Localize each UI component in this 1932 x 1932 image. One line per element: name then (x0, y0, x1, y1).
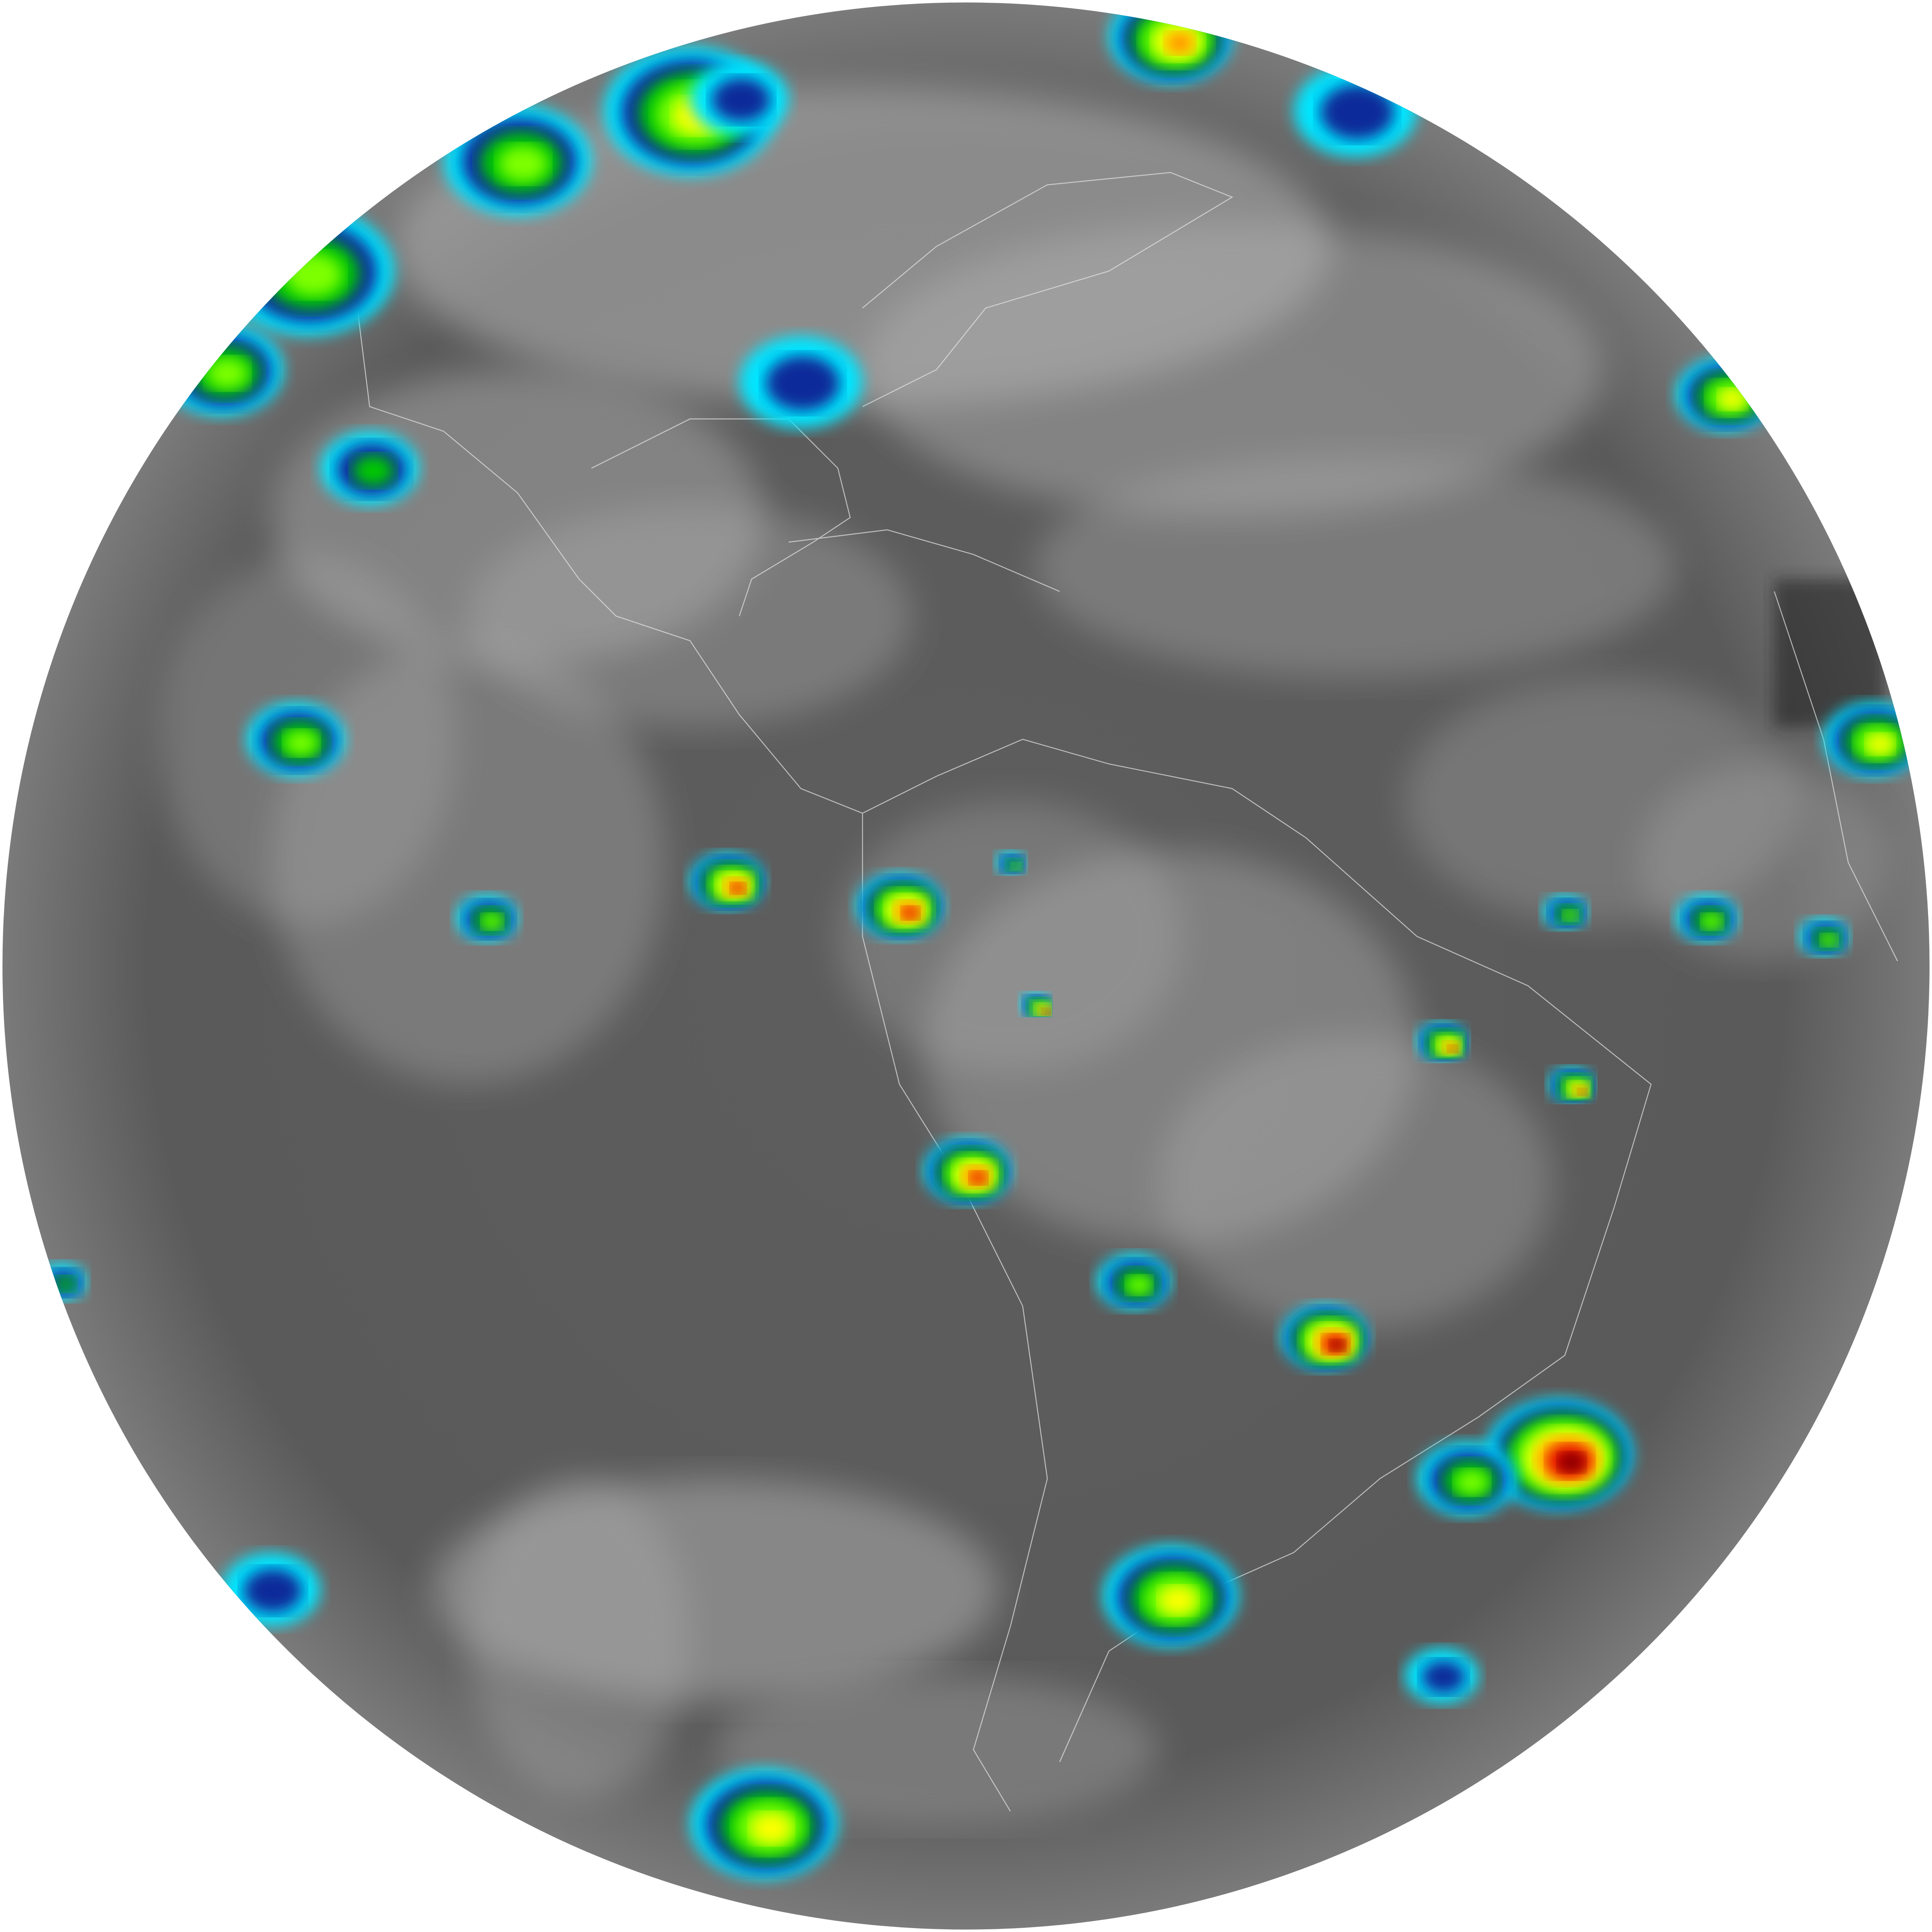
cloud-region (468, 1478, 690, 1799)
storm-cell (221, 206, 395, 336)
storm-contour (1577, 1088, 1587, 1095)
storm-cell (456, 895, 518, 941)
cloud-region (1035, 456, 1676, 678)
storm-cell (1109, 2, 1232, 83)
storm-contour (1421, 1660, 1466, 1694)
storm-cell (1417, 1022, 1466, 1060)
cloud-region (468, 505, 912, 727)
storm-contour (54, 1276, 76, 1292)
storm-contour (1127, 1276, 1151, 1294)
cloud-region (862, 221, 1602, 518)
storm-cell (1543, 895, 1587, 929)
cloud-region (714, 1675, 1158, 1824)
coastline (862, 813, 1048, 1812)
storm-cell (1417, 1441, 1516, 1516)
storm-cell (1020, 993, 1051, 1015)
storm-contour (243, 1568, 303, 1613)
storm-cell (37, 1263, 87, 1300)
storm-contour (1045, 1011, 1051, 1015)
storm-contour (1558, 1452, 1585, 1473)
storm-contour (285, 253, 342, 296)
storm-cell (320, 431, 419, 505)
storm-cell (1485, 1398, 1633, 1510)
storm-contour (1719, 389, 1746, 410)
storm-cell (1405, 1648, 1479, 1704)
storm-cell (690, 853, 764, 909)
storm-cell (1097, 1253, 1171, 1310)
convective-storm-layer (37, 2, 1922, 1879)
storm-contour (1563, 910, 1578, 921)
storm-cell (1675, 357, 1774, 432)
storm-cell (1823, 702, 1922, 776)
coastline (357, 308, 1023, 814)
storm-contour (498, 145, 548, 182)
storm-contour (1455, 1470, 1488, 1495)
storm-contour (1330, 1340, 1345, 1351)
storm-contour (902, 906, 919, 920)
coastline (591, 418, 851, 616)
storm-contour (482, 914, 503, 930)
storm-cell (995, 851, 1026, 874)
cloud-region (1158, 1035, 1553, 1331)
storm-cell (924, 1138, 1010, 1203)
storm-cell (160, 323, 284, 416)
storm-contour (765, 355, 840, 411)
storm-contour (1011, 862, 1021, 870)
storm-contour (1159, 1587, 1197, 1615)
storm-cell (690, 61, 789, 136)
storm-contour (1867, 734, 1894, 755)
storm-contour (207, 358, 248, 389)
storm-cell (1549, 1068, 1594, 1101)
storm-contour (285, 730, 318, 755)
storm-contour (1165, 32, 1194, 54)
coastline (862, 172, 1233, 407)
storm-contour (1821, 934, 1837, 946)
storm-contour (1320, 84, 1395, 140)
storm-cell (856, 873, 943, 938)
cloud-region (838, 801, 1183, 1072)
storm-contour (730, 883, 746, 894)
storm-contour (711, 77, 771, 122)
storm-cell (1799, 918, 1849, 955)
storm-cell (221, 1552, 321, 1627)
cloud-layer (160, 86, 1885, 1824)
storm-cell (443, 105, 592, 216)
storm-contour (352, 455, 395, 487)
storm-cell (690, 1768, 838, 1879)
storm-cell (1102, 1544, 1238, 1647)
storm-contour (969, 1171, 987, 1185)
storm-cell (1281, 1304, 1368, 1369)
storm-cell (739, 335, 863, 429)
storm-contour (751, 1813, 792, 1844)
storm-cell (1294, 65, 1417, 157)
coastline (788, 529, 1060, 592)
storm-contour (1447, 1045, 1458, 1053)
coastline (1774, 591, 1898, 961)
storm-contour (1702, 914, 1723, 930)
storm-cell (246, 702, 345, 776)
storm-cell (1675, 895, 1738, 941)
